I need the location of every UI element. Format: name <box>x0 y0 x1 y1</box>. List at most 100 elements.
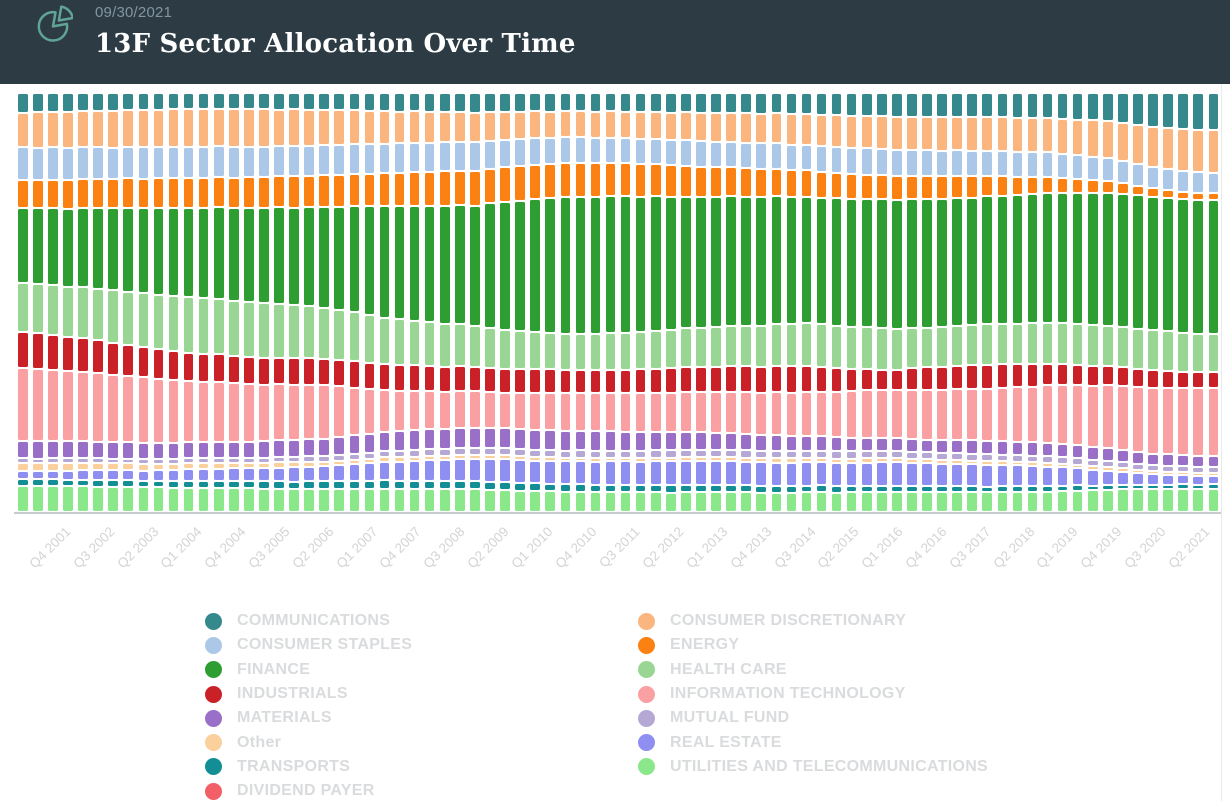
bar-segment[interactable] <box>168 209 179 295</box>
bar-segment[interactable] <box>228 482 239 488</box>
bar-segment[interactable] <box>33 472 43 478</box>
bar-segment[interactable] <box>515 457 525 459</box>
bar-segment[interactable] <box>228 110 239 147</box>
bar-segment[interactable] <box>756 493 767 511</box>
bar-segment[interactable] <box>681 493 691 511</box>
bar-segment[interactable] <box>590 112 601 137</box>
bar-segment[interactable] <box>937 327 947 366</box>
bar-segment[interactable] <box>123 94 134 110</box>
bar-segment[interactable] <box>771 393 782 434</box>
bar-segment[interactable] <box>937 487 947 492</box>
bar-segment[interactable] <box>952 326 962 365</box>
bar-segment[interactable] <box>500 112 510 139</box>
bar-segment[interactable] <box>364 316 375 363</box>
bar-segment[interactable] <box>771 486 782 492</box>
bar-segment[interactable] <box>304 385 314 438</box>
bar-segment[interactable] <box>786 145 797 170</box>
bar-segment[interactable] <box>274 441 284 456</box>
bar-segment[interactable] <box>771 325 782 365</box>
bar-segment[interactable] <box>213 355 224 382</box>
bar-segment[interactable] <box>289 146 299 175</box>
bar-segment[interactable] <box>93 463 103 470</box>
bar-segment[interactable] <box>424 490 435 511</box>
bar-segment[interactable] <box>831 487 842 492</box>
bar-segment[interactable] <box>364 174 375 206</box>
stacked-bar[interactable] <box>1208 94 1219 511</box>
bar-segment[interactable] <box>1163 475 1173 484</box>
bar-segment[interactable] <box>967 151 977 176</box>
bar-segment[interactable] <box>1208 389 1219 455</box>
bar-segment[interactable] <box>500 449 510 455</box>
bar-segment[interactable] <box>123 179 134 207</box>
bar-segment[interactable] <box>168 488 179 511</box>
bar-segment[interactable] <box>756 326 767 366</box>
bar-segment[interactable] <box>78 372 88 440</box>
bar-segment[interactable] <box>876 149 887 175</box>
bar-segment[interactable] <box>485 491 495 511</box>
bar-segment[interactable] <box>530 457 540 460</box>
bar-segment[interactable] <box>1027 463 1038 466</box>
bar-segment[interactable] <box>515 201 525 330</box>
bar-segment[interactable] <box>1103 182 1113 193</box>
bar-segment[interactable] <box>696 141 706 166</box>
bar-segment[interactable] <box>982 465 993 486</box>
bar-segment[interactable] <box>892 94 902 116</box>
bar-segment[interactable] <box>1087 181 1098 193</box>
bar-segment[interactable] <box>1103 94 1113 121</box>
bar-segment[interactable] <box>711 433 721 449</box>
bar-segment[interactable] <box>786 493 797 512</box>
bar-segment[interactable] <box>1087 460 1098 465</box>
bar-segment[interactable] <box>1193 467 1204 472</box>
bar-segment[interactable] <box>801 115 812 144</box>
bar-segment[interactable] <box>244 384 254 441</box>
bar-segment[interactable] <box>18 148 28 180</box>
bar-segment[interactable] <box>1148 198 1158 330</box>
stacked-bar[interactable] <box>213 94 224 511</box>
bar-segment[interactable] <box>198 383 209 442</box>
bar-segment[interactable] <box>846 327 857 369</box>
bar-segment[interactable] <box>1133 164 1143 185</box>
bar-segment[interactable] <box>123 208 134 291</box>
bar-segment[interactable] <box>876 459 887 462</box>
bar-segment[interactable] <box>635 493 646 511</box>
bar-segment[interactable] <box>439 207 450 323</box>
bar-segment[interactable] <box>183 443 194 458</box>
bar-segment[interactable] <box>846 438 857 451</box>
bar-segment[interactable] <box>455 367 465 391</box>
bar-segment[interactable] <box>635 197 646 332</box>
bar-segment[interactable] <box>545 451 556 457</box>
bar-segment[interactable] <box>741 94 751 113</box>
bar-segment[interactable] <box>786 393 797 435</box>
bar-segment[interactable] <box>650 332 661 368</box>
bar-segment[interactable] <box>63 148 73 179</box>
bar-segment[interactable] <box>892 459 902 462</box>
bar-segment[interactable] <box>967 118 977 150</box>
bar-segment[interactable] <box>952 493 962 512</box>
bar-segment[interactable] <box>801 171 812 196</box>
bar-segment[interactable] <box>801 393 812 435</box>
bar-segment[interactable] <box>711 142 721 167</box>
bar-segment[interactable] <box>1193 476 1204 484</box>
bar-segment[interactable] <box>711 486 721 492</box>
bar-segment[interactable] <box>274 208 284 303</box>
bar-segment[interactable] <box>198 94 209 108</box>
stacked-bar[interactable] <box>33 94 43 511</box>
bar-segment[interactable] <box>831 147 842 172</box>
bar-segment[interactable] <box>123 443 134 458</box>
bar-segment[interactable] <box>786 197 797 324</box>
bar-segment[interactable] <box>1027 153 1038 176</box>
bar-segment[interactable] <box>63 112 73 147</box>
bar-segment[interactable] <box>168 110 179 147</box>
bar-segment[interactable] <box>364 389 375 433</box>
stacked-bar[interactable] <box>244 94 254 511</box>
bar-segment[interactable] <box>515 491 525 511</box>
bar-segment[interactable] <box>861 439 872 451</box>
stacked-bar[interactable] <box>861 94 872 512</box>
bar-segment[interactable] <box>183 464 194 469</box>
bar-segment[interactable] <box>982 94 993 117</box>
bar-segment[interactable] <box>183 148 194 177</box>
bar-segment[interactable] <box>952 94 962 116</box>
legend-item[interactable]: HEALTH CARE <box>638 658 988 682</box>
bar-segment[interactable] <box>620 112 631 138</box>
bar-segment[interactable] <box>741 486 751 492</box>
